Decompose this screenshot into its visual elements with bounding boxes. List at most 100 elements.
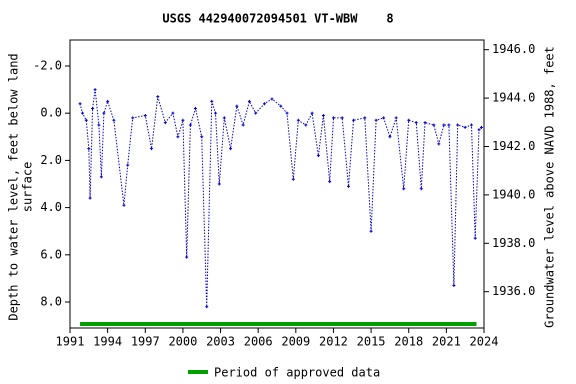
data-point bbox=[214, 111, 218, 115]
data-point bbox=[163, 121, 167, 125]
y2-axis-label: Groundwater level above NAVD 1988, feet bbox=[543, 46, 557, 328]
data-point bbox=[88, 196, 92, 200]
data-point bbox=[181, 118, 185, 122]
y-tick-label: -2.0 bbox=[33, 58, 62, 72]
data-point bbox=[126, 163, 130, 167]
y-tick-label: 4.0 bbox=[40, 200, 62, 214]
data-point bbox=[279, 104, 283, 108]
data-point bbox=[374, 118, 378, 122]
data-point bbox=[235, 104, 239, 108]
x-tick-label: 2012 bbox=[319, 335, 348, 349]
data-point bbox=[394, 116, 398, 120]
y-axis-label: Depth to water level, feet below land bbox=[7, 53, 21, 320]
y2-tick-label: 1938.0 bbox=[492, 236, 535, 250]
data-point bbox=[432, 123, 436, 127]
x-tick-label: 2006 bbox=[244, 335, 273, 349]
data-point bbox=[97, 123, 101, 127]
data-point bbox=[205, 305, 209, 309]
chart-title: USGS 442940072094501 VT-WBW 8 bbox=[162, 12, 393, 26]
data-point bbox=[102, 111, 106, 115]
data-point bbox=[321, 114, 325, 118]
data-point bbox=[229, 147, 233, 151]
x-tick-label: 2018 bbox=[394, 335, 423, 349]
data-point bbox=[369, 229, 373, 233]
y2-tick-label: 1944.0 bbox=[492, 91, 535, 105]
data-point bbox=[331, 116, 335, 120]
data-point bbox=[473, 236, 477, 240]
data-point bbox=[93, 88, 97, 92]
data-point bbox=[316, 154, 320, 158]
x-tick-label: 2000 bbox=[168, 335, 197, 349]
y2-tick-label: 1936.0 bbox=[492, 284, 535, 298]
data-point bbox=[143, 114, 147, 118]
data-point bbox=[222, 116, 226, 120]
data-point bbox=[310, 111, 314, 115]
y-tick-label: 6.0 bbox=[40, 247, 62, 261]
legend-label: Period of approved data bbox=[214, 366, 380, 380]
x-tick-label: 2021 bbox=[432, 335, 461, 349]
data-point bbox=[185, 255, 189, 259]
data-point bbox=[262, 102, 266, 106]
data-point bbox=[217, 182, 221, 186]
data-point bbox=[296, 118, 300, 122]
data-point bbox=[150, 147, 154, 151]
data-point bbox=[84, 118, 88, 122]
data-point bbox=[254, 111, 258, 115]
data-point bbox=[106, 99, 110, 103]
y2-tick-label: 1940.0 bbox=[492, 187, 535, 201]
data-point bbox=[463, 125, 467, 129]
data-point bbox=[156, 95, 160, 99]
data-point bbox=[171, 111, 175, 115]
data-point bbox=[200, 135, 204, 139]
data-point bbox=[382, 116, 386, 120]
y2-tick-label: 1946.0 bbox=[492, 42, 535, 56]
data-point bbox=[388, 135, 392, 139]
plot-frame bbox=[69, 39, 485, 329]
x-tick-label: 2009 bbox=[281, 335, 310, 349]
data-point bbox=[91, 106, 95, 110]
data-point bbox=[447, 123, 451, 127]
data-point bbox=[352, 118, 356, 122]
series-line bbox=[79, 89, 482, 307]
data-point bbox=[340, 116, 344, 120]
x-tick-label: 2003 bbox=[206, 335, 235, 349]
data-point bbox=[285, 111, 289, 115]
data-point bbox=[193, 106, 197, 110]
data-point bbox=[452, 284, 456, 288]
data-point bbox=[188, 123, 192, 127]
data-point bbox=[176, 135, 180, 139]
data-point bbox=[291, 177, 295, 181]
data-point bbox=[81, 111, 85, 115]
y-axis-label: surface bbox=[21, 162, 35, 213]
data-point bbox=[407, 118, 411, 122]
x-tick-label: 1997 bbox=[131, 335, 160, 349]
y-tick-label: 8.0 bbox=[40, 295, 62, 309]
data-point bbox=[241, 123, 245, 127]
data-point bbox=[477, 128, 481, 132]
data-point bbox=[112, 118, 116, 122]
data-point bbox=[414, 121, 418, 125]
y-tick-label: 0.0 bbox=[40, 106, 62, 120]
data-point bbox=[419, 187, 423, 191]
data-point bbox=[78, 102, 82, 106]
y2-tick-label: 1942.0 bbox=[492, 139, 535, 153]
x-tick-label: 1994 bbox=[93, 335, 122, 349]
x-tick-label: 1991 bbox=[56, 335, 85, 349]
data-point bbox=[402, 187, 406, 191]
data-point bbox=[479, 125, 483, 129]
data-point bbox=[87, 147, 91, 151]
data-point bbox=[347, 184, 351, 188]
x-tick-label: 2015 bbox=[357, 335, 386, 349]
data-point bbox=[469, 123, 473, 127]
data-point bbox=[328, 180, 332, 184]
data-point bbox=[456, 123, 460, 127]
data-point bbox=[99, 175, 103, 179]
data-point bbox=[270, 97, 274, 101]
data-point bbox=[122, 203, 126, 207]
data-point bbox=[423, 121, 427, 125]
data-point bbox=[442, 123, 446, 127]
data-point bbox=[304, 123, 308, 127]
x-tick-label: 2024 bbox=[470, 335, 499, 349]
data-point bbox=[437, 142, 441, 146]
